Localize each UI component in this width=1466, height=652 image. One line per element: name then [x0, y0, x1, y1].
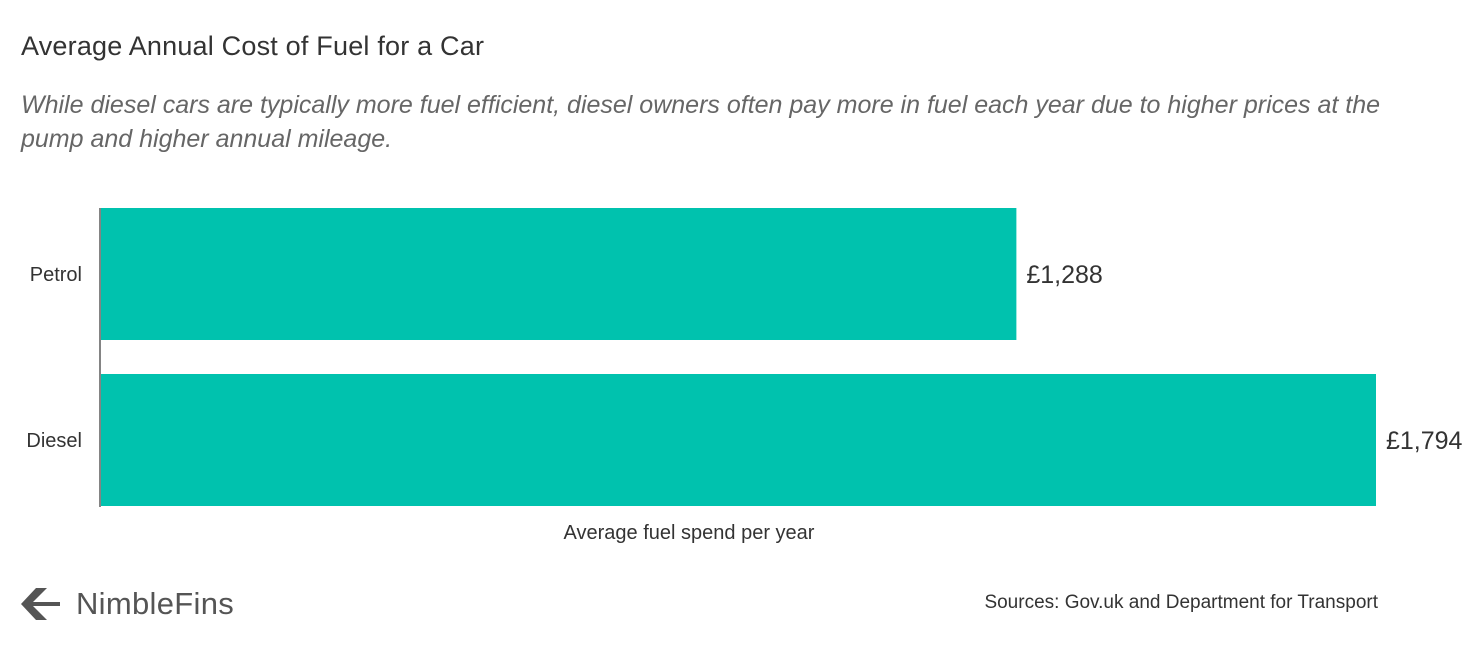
bar-diesel [101, 374, 1376, 506]
category-label-petrol: Petrol [30, 264, 82, 286]
bar-chart: Petrol £1,288 Diesel £1,794 Average fuel sp… [26, 208, 1463, 544]
nimblefins-logo: NimbleFins [20, 584, 234, 624]
x-axis-label: Average fuel spend per year [564, 522, 815, 544]
value-label-diesel: £1,794 [1386, 427, 1463, 455]
chart-title: Average Annual Cost of Fuel for a Car [21, 31, 485, 61]
brand-name: NimbleFins [76, 586, 235, 621]
source-note: Sources: Gov.uk and Department for Trans… [984, 592, 1378, 613]
chevron-left-logo-icon [21, 588, 60, 620]
category-label-diesel: Diesel [26, 430, 82, 452]
value-label-petrol: £1,288 [1026, 261, 1102, 289]
bar-petrol [101, 208, 1017, 340]
chart-subtitle: While diesel cars are typically more fue… [21, 91, 1381, 153]
